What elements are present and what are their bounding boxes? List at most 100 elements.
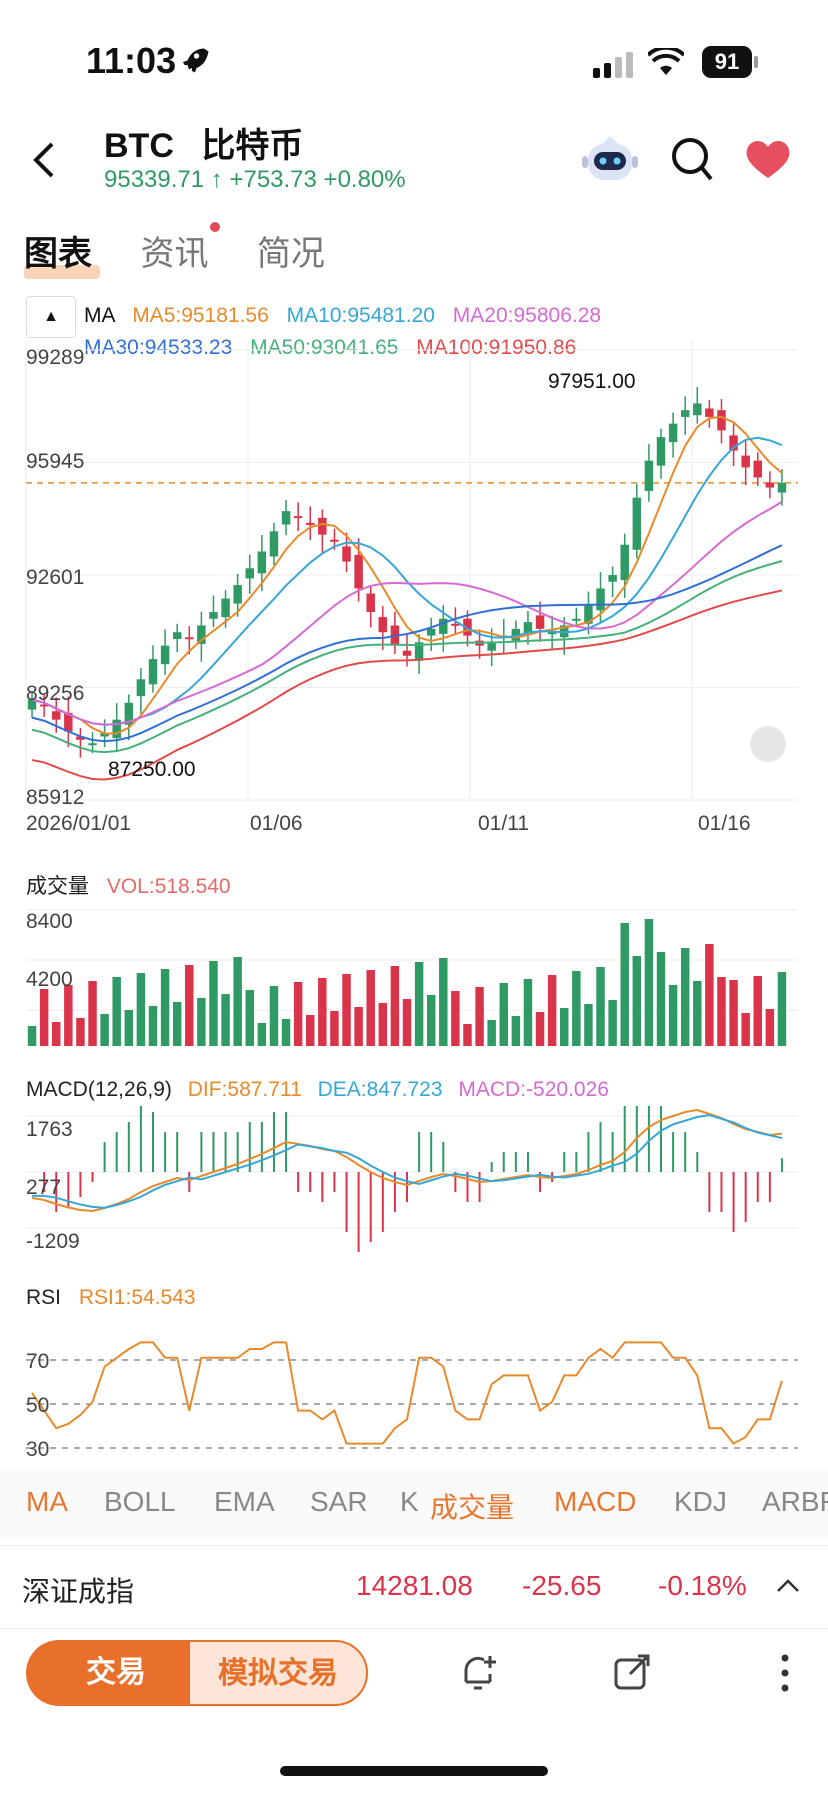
candle-body	[100, 733, 109, 737]
vol-tick-2: 4200	[26, 968, 73, 991]
volume-bar	[52, 1022, 61, 1046]
volume-bar	[112, 977, 121, 1046]
back-chevron-icon[interactable]	[26, 140, 66, 180]
volume-bar	[511, 1016, 521, 1046]
tab-chart[interactable]: 图表	[24, 226, 100, 279]
volume-bar	[668, 985, 678, 1046]
tab-news[interactable]: 资讯	[140, 222, 221, 275]
indicator-ema[interactable]: EMA	[214, 1486, 275, 1517]
index-ticker[interactable]	[0, 1545, 828, 1629]
trade-button[interactable]: 交易	[26, 1640, 206, 1706]
volume-bar	[620, 923, 629, 1046]
candle-body	[354, 554, 363, 589]
volume-bar	[547, 975, 557, 1046]
ma100-line	[31, 589, 783, 781]
volume-bar	[64, 985, 73, 1046]
candle-body	[136, 679, 146, 697]
volume-bar	[39, 989, 49, 1046]
ticker-pct: -0.18%	[658, 1570, 747, 1601]
collapse-triangle-icon[interactable]: ▲	[26, 296, 76, 338]
indicator-arbr[interactable]: ARBR	[762, 1486, 828, 1517]
candle-body	[378, 617, 388, 633]
low-label: 87250.00	[108, 758, 196, 781]
volume-bar	[160, 969, 170, 1046]
ma5-line	[31, 415, 783, 735]
price-change-pct: +0.80%	[323, 166, 406, 193]
bell-plus-icon[interactable]	[458, 1652, 498, 1694]
candle-body	[233, 585, 242, 604]
volume-bar	[463, 1024, 472, 1046]
share-icon[interactable]	[612, 1652, 652, 1692]
search-icon[interactable]	[670, 136, 714, 184]
chevron-up-icon[interactable]	[776, 1576, 800, 1594]
fullscreen-icon[interactable]	[750, 726, 786, 762]
indicator-k[interactable]: K	[400, 1486, 419, 1517]
volume-bar	[765, 1009, 775, 1046]
ma100-value: MA100:91950.86	[416, 336, 577, 359]
candle-body	[318, 517, 327, 535]
volume-bar	[185, 965, 194, 1046]
price-change: +753.73	[229, 166, 317, 193]
robot-icon[interactable]	[580, 132, 640, 188]
y-tick-3: 92601	[26, 566, 85, 589]
candle-body	[293, 516, 303, 519]
heart-icon[interactable]	[744, 138, 792, 180]
ma5-value: MA5:95181.56	[132, 304, 269, 327]
battery-tip	[754, 56, 758, 68]
wifi-icon	[648, 48, 684, 75]
macd-tick-3: -1209	[26, 1230, 80, 1253]
rocket-icon	[183, 48, 209, 73]
ma50-value: MA50:93041.65	[250, 336, 399, 359]
volume-bar	[499, 983, 508, 1046]
candle-body	[656, 437, 666, 466]
candle-body	[257, 551, 267, 574]
candle-body	[535, 615, 545, 629]
indicator-sar[interactable]: SAR	[310, 1486, 368, 1517]
indicator-kdj[interactable]: KDJ	[674, 1486, 727, 1517]
candle-body	[463, 618, 472, 636]
indicator-macd[interactable]: MACD	[554, 1486, 637, 1517]
volume-value: VOL:518.540	[106, 875, 231, 898]
volume-bar	[717, 977, 726, 1046]
candle-body	[511, 628, 521, 641]
candle-body	[523, 622, 533, 634]
y-tick-2: 95945	[26, 450, 85, 473]
candlestick-chart[interactable]	[0, 340, 828, 820]
volume-bar	[390, 966, 400, 1046]
volume-bar	[148, 1006, 158, 1046]
candle-body	[88, 743, 97, 746]
x-tick-3: 01/11	[478, 812, 529, 835]
volume-bar	[197, 998, 206, 1046]
volume-bar	[656, 952, 666, 1046]
volume-bar	[233, 957, 242, 1046]
candle-body	[39, 704, 49, 707]
vol-tick-1: 8400	[26, 910, 73, 933]
candle-body	[330, 539, 339, 542]
indicator-bar	[0, 1470, 828, 1540]
ticker-name: 深证成指	[22, 1576, 135, 1607]
volume-bar	[693, 981, 702, 1046]
tab-overview[interactable]: 简况	[256, 235, 325, 273]
rsi-value: RSI1:54.543	[78, 1286, 196, 1309]
ma50-line	[31, 560, 783, 754]
candle-body	[705, 408, 714, 417]
simulate-trade-button[interactable]: 模拟交易	[188, 1640, 368, 1706]
indicator-volume[interactable]: 成交量	[430, 1492, 515, 1523]
notification-dot	[210, 222, 221, 232]
volume-bar	[608, 1000, 617, 1046]
battery-indicator: 91	[702, 46, 752, 78]
status-bar: 11:03 91	[0, 0, 828, 110]
up-arrow-icon: ↑	[204, 166, 230, 193]
indicator-ma[interactable]: MA	[26, 1486, 68, 1517]
ma30-value: MA30:94533.23	[84, 336, 233, 359]
dif-line	[31, 1108, 783, 1213]
indicator-boll[interactable]: BOLL	[104, 1486, 176, 1517]
more-vertical-icon[interactable]	[776, 1652, 794, 1694]
candle-body	[245, 568, 254, 579]
volume-bar	[414, 962, 424, 1046]
ticker-value: 14281.08	[356, 1570, 473, 1601]
volume-bar	[729, 980, 738, 1046]
ma20-value: MA20:95806.28	[452, 304, 602, 327]
macd-tick-2: 277	[26, 1176, 62, 1199]
candle-body	[426, 628, 436, 636]
